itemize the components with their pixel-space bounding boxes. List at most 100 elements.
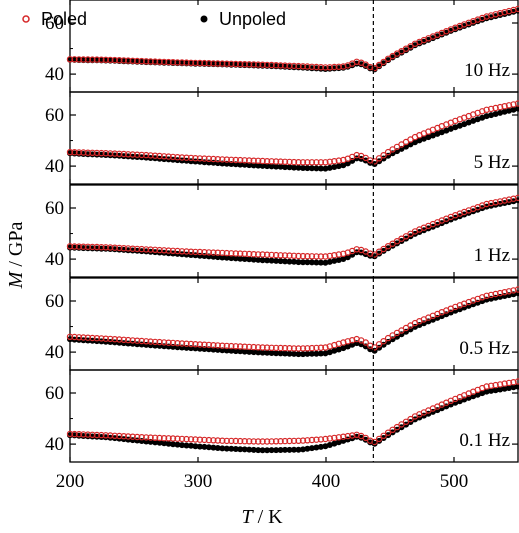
data-point-unpoled [497,386,504,393]
data-point-poled [335,157,342,164]
data-point-unpoled [317,350,324,357]
data-point-poled [205,341,213,349]
data-point-poled [487,382,495,389]
data-point-poled [236,343,244,350]
data-point-poled [281,158,289,165]
data-point-unpoled [277,258,284,265]
data-point-poled [66,430,74,438]
data-point-poled [169,247,177,254]
data-point-poled [384,55,392,63]
data-point-unpoled [358,434,365,441]
data-point-unpoled [313,350,320,357]
data-point-poled [501,289,508,296]
data-point-unpoled [192,443,199,450]
data-point-poled [214,342,221,349]
x-tick-label: 500 [440,471,469,492]
data-point-poled [286,62,293,70]
data-point-unpoled [443,127,450,134]
data-point-poled [178,435,186,443]
data-point-poled [326,252,333,260]
data-point-poled [196,436,204,443]
data-point-poled [228,342,235,350]
data-point-poled [183,59,190,66]
data-point-poled [120,433,128,440]
data-point-unpoled [219,347,226,354]
data-point-unpoled [286,446,293,453]
data-point-poled [223,342,230,350]
data-point-poled [308,159,316,166]
data-point-unpoled [264,447,271,454]
panel-frame [69,91,519,185]
data-point-poled [147,246,154,253]
data-point-poled [245,250,253,258]
data-point-unpoled [300,351,306,358]
data-point-poled [75,334,83,341]
data-point-poled [510,379,517,386]
data-point-unpoled [241,446,248,453]
data-point-poled [331,434,338,442]
data-point-poled [201,248,208,256]
data-point-unpoled [308,165,315,172]
data-point-poled [169,339,177,347]
data-point-poled [317,63,325,71]
data-point-poled [407,415,414,423]
data-point-poled [290,252,298,259]
data-point-poled [295,62,302,70]
data-point-unpoled [474,18,481,25]
data-point-unpoled [255,447,262,454]
data-point-poled [393,423,401,431]
data-point-poled [236,156,244,164]
data-point-poled [380,58,387,66]
frequency-label: 0.1 Hz [459,430,510,451]
data-point-unpoled [246,162,253,169]
data-point-unpoled [416,137,423,144]
data-point-poled [255,157,262,164]
data-point-poled [371,251,378,258]
x-axis-unit: / K [253,506,284,528]
data-point-poled [389,426,396,433]
data-point-poled [80,56,87,63]
data-point-poled [268,251,275,259]
data-point-unpoled [340,256,347,262]
data-point-poled [263,344,271,351]
data-point-poled [228,250,235,257]
data-point-unpoled [286,258,293,265]
data-point-poled [505,379,513,387]
data-point-unpoled [438,129,445,136]
data-point-poled [236,250,244,257]
data-point-unpoled [241,256,248,262]
data-point-poled [165,339,172,346]
data-point-poled [120,150,128,158]
data-point-unpoled [340,162,347,169]
data-point-poled [84,243,92,250]
data-point-poled [210,249,217,256]
data-point-unpoled [295,259,302,266]
data-point-poled [317,159,325,166]
data-point-unpoled [273,163,280,170]
data-point-poled [160,339,168,346]
data-point-poled [367,157,374,164]
data-point-poled [331,251,338,259]
data-point-poled [299,437,307,444]
data-point-poled [501,197,508,204]
data-point-poled [277,252,284,259]
legend-label-poled: Poled [41,9,87,29]
data-point-poled [277,344,284,352]
data-point-unpoled [264,349,271,356]
x-tick-label: 400 [312,471,341,492]
data-point-poled [160,58,168,66]
data-point-poled [178,59,186,66]
data-point-unpoled [291,164,297,171]
data-point-unpoled [420,38,427,45]
data-point-unpoled [205,346,212,353]
data-point-poled [317,253,325,260]
data-point-poled [84,431,92,438]
data-point-poled [142,246,150,253]
data-point-unpoled [268,257,275,264]
data-point-poled [142,434,150,441]
data-point-poled [156,434,163,442]
frequency-label: 1 Hz [474,245,510,266]
data-point-poled [380,338,387,345]
data-point-unpoled [219,445,226,452]
data-point-unpoled [241,348,248,355]
